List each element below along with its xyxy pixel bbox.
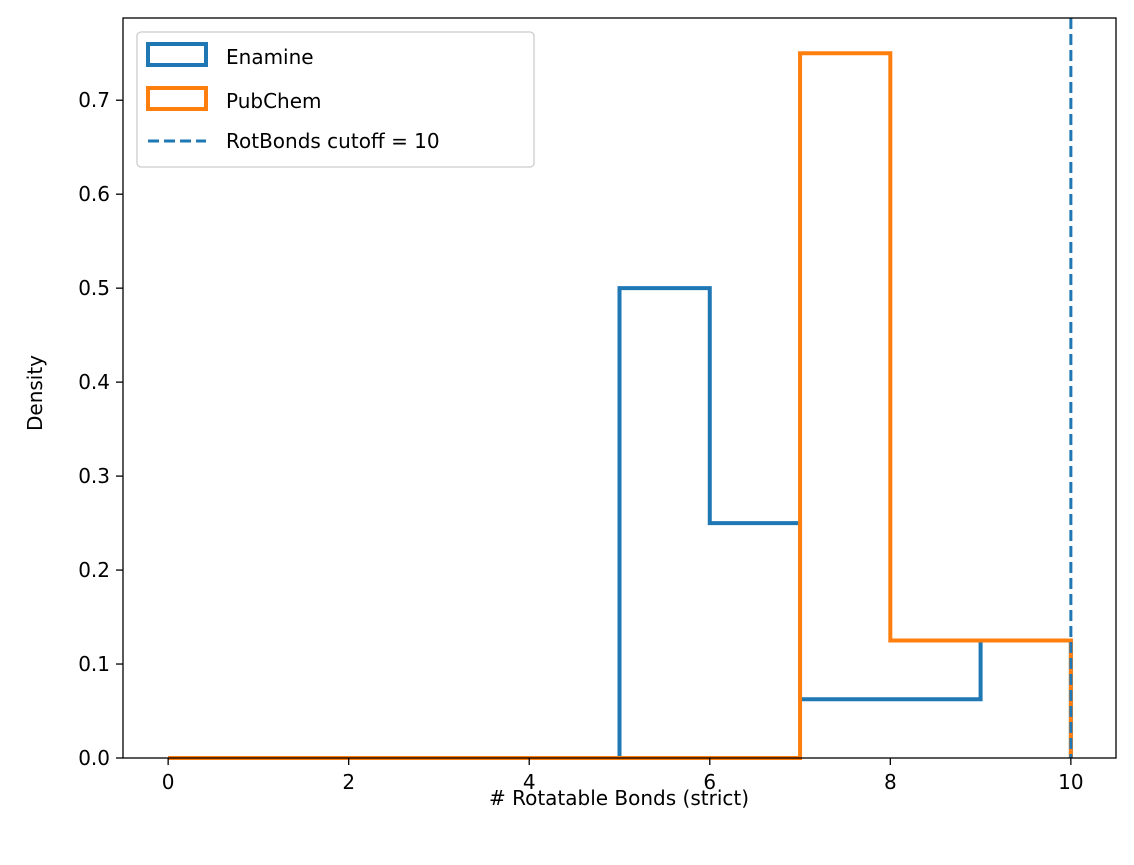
y-axis: 0.0 0.1 0.2 0.3 0.4 0.5 0.6 0.7 [78, 88, 123, 770]
legend: Enamine PubChem RotBonds cutoff = 10 [136, 31, 535, 168]
x-axis: 0 2 4 6 8 10 [162, 758, 1084, 794]
y-tick-label: 0.4 [78, 370, 110, 394]
legend-label-cutoff: RotBonds cutoff = 10 [226, 129, 440, 153]
legend-label-pubchem: PubChem [226, 89, 322, 113]
x-tick-label: 0 [162, 770, 175, 794]
y-tick-label: 0.1 [78, 652, 110, 676]
y-tick-label: 0.0 [78, 746, 110, 770]
y-tick-label: 0.7 [78, 88, 110, 112]
x-axis-label: # Rotatable Bonds (strict) [489, 786, 749, 810]
x-tick-label: 4 [523, 770, 536, 794]
plot-frame [122, 17, 1117, 759]
y-tick-label: 0.3 [78, 464, 110, 488]
y-axis-label: Density [23, 355, 47, 431]
legend-box [136, 31, 535, 168]
y-tick-label: 0.2 [78, 558, 110, 582]
x-tick-label: 8 [884, 770, 897, 794]
legend-swatch-enamine [146, 42, 208, 67]
y-tick-label: 0.5 [78, 276, 110, 300]
legend-swatch-pubchem [146, 86, 208, 111]
x-tick-label: 2 [342, 770, 355, 794]
x-tick-label: 6 [703, 770, 716, 794]
y-tick-label: 0.6 [78, 182, 110, 206]
legend-label-enamine: Enamine [226, 45, 314, 69]
x-tick-label: 10 [1058, 770, 1083, 794]
